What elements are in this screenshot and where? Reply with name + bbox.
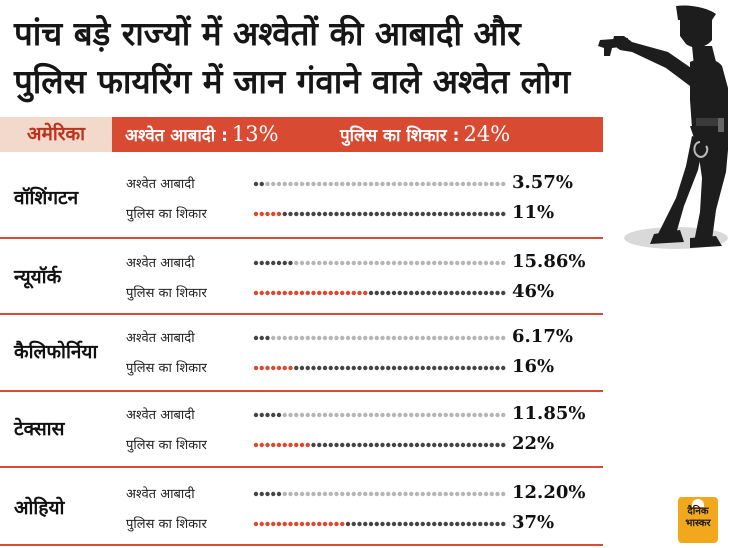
banner-police-value: 24% <box>463 122 511 146</box>
population-value-label: 3.57% <box>512 172 573 193</box>
national-banner: अमेरिका अश्वेत आबादी :13% पुलिस का शिकार… <box>0 117 603 152</box>
population-row-label: अश्वेत आबादी <box>126 256 195 271</box>
banner-population-stat: अश्वेत आबादी :13% <box>125 117 279 152</box>
dainik-bhaskar-logo-icon: दैनिक भास्कर <box>678 497 718 543</box>
police-value-label: 46% <box>512 281 555 302</box>
police-row-label: पुलिस का शिकार <box>126 286 207 301</box>
police-row-label: पुलिस का शिकार <box>126 438 207 453</box>
population-row-label: अश्वेत आबादी <box>126 177 195 192</box>
state-name: कैलिफोर्निया <box>14 341 98 363</box>
police-value-label: 37% <box>512 512 555 533</box>
row-separator <box>0 466 603 468</box>
brand-name: दैनिक भास्कर <box>685 506 711 529</box>
population-row-label: अश्वेत आबादी <box>126 408 195 423</box>
police-row-label: पुलिस का शिकार <box>126 361 207 376</box>
state-name: न्यूयॉर्क <box>14 266 62 288</box>
title-line-2: पुलिस फायरिंग में जान गंवाने वाले अश्वेत… <box>14 62 571 101</box>
state-name: ओहियो <box>14 497 65 519</box>
title-line-1: पांच बड़े राज्यों में अश्वेतों की आबादी … <box>14 14 521 53</box>
population-value-label: 6.17% <box>512 326 573 347</box>
brand-sun-icon <box>692 499 704 507</box>
police-value-label: 22% <box>512 433 555 454</box>
state-name: टेक्सास <box>14 418 65 440</box>
police-row-label: पुलिस का शिकार <box>126 207 207 222</box>
banner-police-stat: पुलिस का शिकार :24% <box>340 117 510 152</box>
banner-population-label: अश्वेत आबादी : <box>125 126 228 146</box>
population-value-label: 12.20% <box>512 482 586 503</box>
police-row-label: पुलिस का शिकार <box>126 517 207 532</box>
banner-police-label: पुलिस का शिकार : <box>340 126 460 146</box>
banner-population-value: 13% <box>231 122 279 146</box>
row-separator <box>0 544 603 546</box>
population-row-label: अश्वेत आबादी <box>126 487 195 502</box>
row-separator <box>0 313 603 315</box>
banner-country-label: अमेरिका <box>0 117 112 152</box>
row-separator <box>0 237 603 239</box>
police-value-label: 16% <box>512 356 555 377</box>
police-value-label: 11% <box>512 202 555 223</box>
state-name: वॉशिंगटन <box>14 187 79 209</box>
population-row-label: अश्वेत आबादी <box>126 331 195 346</box>
population-value-label: 11.85% <box>512 403 586 424</box>
population-value-label: 15.86% <box>512 251 586 272</box>
row-separator <box>0 390 603 392</box>
